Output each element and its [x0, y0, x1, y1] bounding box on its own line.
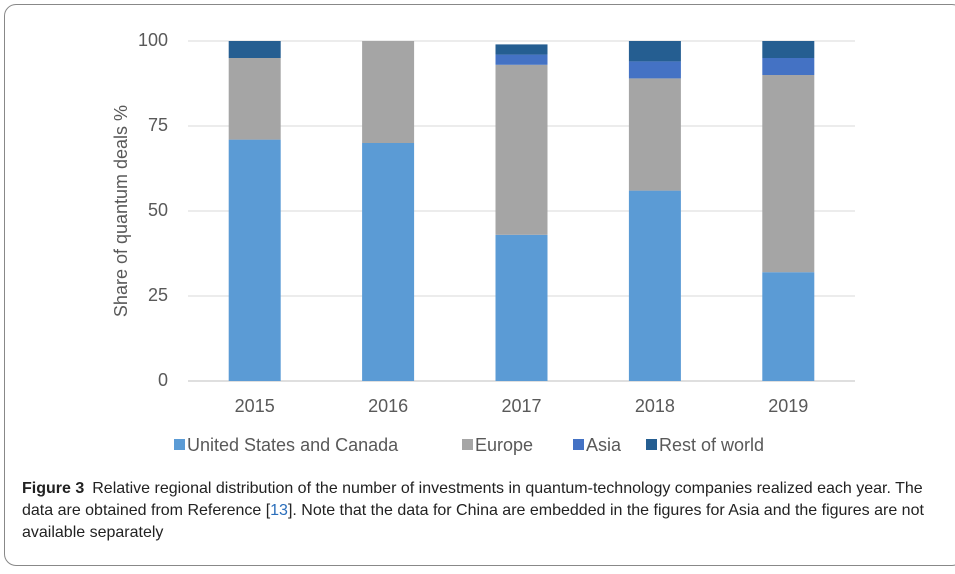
legend-label: Rest of world: [659, 435, 764, 455]
x-tick-label: 2018: [635, 396, 675, 416]
x-tick-label: 2019: [768, 396, 808, 416]
figure-frame: [4, 4, 955, 566]
caption-label: Figure 3: [22, 480, 85, 497]
y-tick-label: 25: [148, 285, 168, 305]
y-tick-label: 0: [158, 370, 168, 390]
y-tick-label: 75: [148, 115, 168, 135]
bar-segment: [495, 234, 548, 381]
bar-segment: [228, 139, 281, 381]
legend-label: United States and Canada: [187, 435, 399, 455]
bar-segment: [762, 58, 815, 75]
bar-segment: [495, 54, 548, 65]
x-tick-label: 2015: [235, 396, 275, 416]
legend-swatch: [646, 439, 657, 450]
bar-segment: [628, 78, 681, 191]
bar-segment: [362, 41, 415, 143]
legend-swatch: [573, 439, 584, 450]
x-tick-label: 2017: [501, 396, 541, 416]
bar-segment: [762, 41, 815, 58]
legend-swatch: [462, 439, 473, 450]
legend-swatch: [174, 439, 185, 450]
legend-label: Asia: [586, 435, 622, 455]
reference-link[interactable]: 13: [270, 502, 288, 519]
caption-text: Relative regional distribution of the nu…: [22, 480, 923, 519]
bar-segment: [228, 58, 281, 140]
bar-segment: [628, 61, 681, 79]
bar-segment: [628, 190, 681, 381]
bar-segment: [495, 64, 548, 235]
caption: Figure 3 Relative regional distribution o…: [22, 478, 942, 544]
y-tick-label: 100: [138, 30, 168, 50]
bar-segment: [495, 44, 548, 55]
x-tick-label: 2016: [368, 396, 408, 416]
chart: Share of quantum deals % 0 25 50 75 100 2015 2…: [111, 30, 855, 455]
bar-segment: [228, 41, 281, 58]
bar-segment: [762, 272, 815, 381]
caption-text: ]. Note that the data for China are embe…: [22, 502, 924, 541]
bar-segment: [762, 75, 815, 273]
y-axis-label: Share of quantum deals %: [111, 105, 131, 317]
bar-segment: [628, 41, 681, 62]
y-tick-label: 50: [148, 200, 168, 220]
legend-label: Europe: [475, 435, 533, 455]
bar-segment: [362, 143, 415, 381]
